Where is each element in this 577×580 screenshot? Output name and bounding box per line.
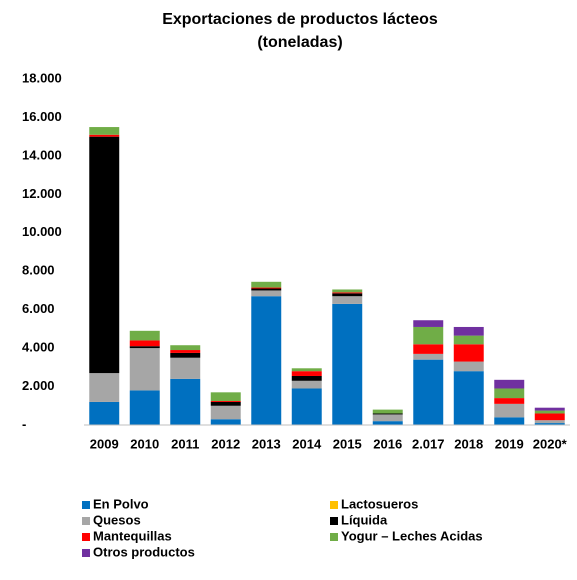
- bar-segment: [170, 352, 201, 358]
- bar-segment: [291, 371, 322, 376]
- bar-segment: [210, 400, 241, 402]
- bar-segment: [210, 405, 241, 420]
- bar-segment: [89, 134, 120, 137]
- bar-segment: [291, 368, 322, 372]
- x-tick-label: 2020*: [533, 436, 568, 451]
- bar-segment: [453, 371, 484, 425]
- bar-segment: [534, 420, 565, 424]
- y-tick-label: -: [22, 416, 26, 431]
- bar-segment: [291, 388, 322, 425]
- bar-segment: [494, 417, 525, 425]
- x-tick-label: 2016: [373, 436, 402, 451]
- bar-segment: [413, 353, 444, 360]
- bar-segment: [332, 303, 363, 425]
- legend-swatch: [330, 501, 338, 509]
- y-tick-label: 14.000: [22, 147, 62, 162]
- bar-segment: [453, 344, 484, 362]
- bar-segment: [291, 380, 322, 389]
- bar-segment: [251, 281, 282, 288]
- bar-segment: [494, 379, 525, 389]
- y-tick-label: 18.000: [22, 70, 62, 85]
- bar-segment: [210, 392, 241, 401]
- bar-segment: [170, 345, 201, 351]
- y-tick-label: 8.000: [22, 263, 55, 278]
- legend-label: En Polvo: [93, 496, 149, 511]
- legend-swatch: [82, 549, 90, 557]
- bar-segment: [170, 378, 201, 425]
- legend-label: Lactosueros: [341, 496, 418, 511]
- bar-segment: [534, 413, 565, 421]
- bar-segment: [129, 348, 160, 391]
- bar-segment: [372, 414, 403, 422]
- bar-segment: [453, 335, 484, 345]
- bar-segment: [89, 127, 120, 135]
- x-tick-label: 2018: [454, 436, 483, 451]
- bar-segment: [251, 288, 282, 291]
- bar-segment: [372, 421, 403, 425]
- bar-segment: [372, 413, 403, 415]
- bar-segment: [251, 287, 282, 289]
- x-tick-label: 2013: [252, 436, 281, 451]
- bar-segment: [129, 340, 160, 347]
- legend-swatch: [82, 517, 90, 525]
- bar-segment: [453, 326, 484, 336]
- y-tick-label: 10.000: [22, 224, 62, 239]
- bar-segment: [89, 401, 120, 425]
- bar-segment: [332, 293, 363, 297]
- y-tick-label: 2.000: [22, 378, 55, 393]
- bar-segment: [372, 409, 403, 414]
- bar-segment: [291, 375, 322, 381]
- legend-label: Líquida: [341, 512, 388, 527]
- x-tick-label: 2011: [171, 436, 199, 451]
- x-tick-label: 2012: [211, 436, 240, 451]
- y-tick-label: 12.000: [22, 186, 62, 201]
- y-tick-label: 6.000: [22, 301, 55, 316]
- bar-segment: [534, 423, 565, 425]
- legend-label: Mantequillas: [93, 528, 172, 543]
- bar-segment: [332, 292, 363, 294]
- x-tick-label: 2009: [90, 436, 119, 451]
- y-tick-label: 4.000: [22, 340, 55, 355]
- legend-label: Otros productos: [93, 544, 195, 559]
- bar-segment: [129, 390, 160, 425]
- bar-segment: [413, 320, 444, 327]
- x-tick-label: 2.017: [412, 436, 445, 451]
- bar-segment: [413, 359, 444, 425]
- legend-label: Yogur – Leches Acidas: [341, 528, 483, 543]
- legend-label: Quesos: [93, 512, 141, 527]
- x-tick-label: 2014: [292, 436, 322, 451]
- x-tick-label: 2015: [333, 436, 362, 451]
- bar-segment: [210, 401, 241, 406]
- bar-segment: [534, 407, 565, 411]
- x-tick-label: 2010: [130, 436, 159, 451]
- chart-subtitle: (toneladas): [257, 34, 342, 51]
- bar-segment: [251, 296, 282, 425]
- bar-segment: [170, 357, 201, 379]
- bar-segment: [534, 410, 565, 414]
- bar-segment: [89, 136, 120, 374]
- legend-swatch: [82, 501, 90, 509]
- bar-segment: [453, 361, 484, 372]
- bar-segment: [332, 296, 363, 304]
- bar-segment: [210, 419, 241, 425]
- bar-segment: [332, 289, 363, 293]
- legend-swatch: [82, 533, 90, 541]
- bar-segment: [129, 346, 160, 349]
- chart-title: Exportaciones de productos lácteos: [162, 11, 438, 28]
- legend-swatch: [330, 533, 338, 541]
- legend-swatch: [330, 517, 338, 525]
- bar-segment: [494, 388, 525, 399]
- bar-segment: [89, 373, 120, 402]
- bar-segment: [494, 403, 525, 418]
- x-tick-label: 2019: [495, 436, 524, 451]
- bar-segment: [251, 290, 282, 297]
- bar-segment: [129, 330, 160, 341]
- bar-segment: [494, 398, 525, 404]
- y-tick-label: 16.000: [22, 109, 62, 124]
- bar-segment: [170, 350, 201, 353]
- bar-segment: [413, 344, 444, 354]
- bar-segment: [413, 326, 444, 345]
